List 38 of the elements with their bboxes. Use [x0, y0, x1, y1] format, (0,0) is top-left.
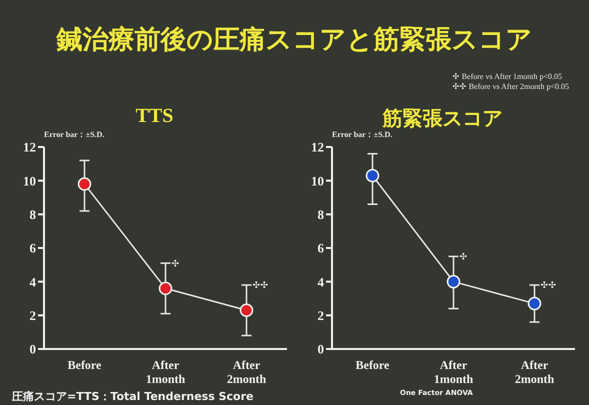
annotation: ✣	[172, 258, 180, 268]
y-tick-label: 10	[23, 173, 36, 188]
point	[528, 296, 542, 310]
text: 鍼治療前後の圧痛スコアと筋緊張スコア	[55, 24, 534, 57]
text: Error bar：±S.D.	[332, 129, 392, 140]
point	[446, 274, 460, 288]
annotation: ✣✣	[540, 280, 556, 290]
x-tick-label: After 1month	[146, 358, 186, 386]
x-tick-label: Before	[68, 358, 102, 372]
point	[158, 282, 172, 296]
y-tick-label: 8	[30, 206, 36, 222]
chart-title: TTS	[134, 105, 174, 128]
x-tick-label: After 1month	[434, 358, 474, 386]
text: ✣✣ Before vs After 2month p<0.05	[452, 82, 569, 92]
y-tick-label: 12	[23, 140, 36, 155]
annotation: ✣	[460, 252, 468, 262]
x-tick-label: After 2month	[514, 358, 554, 386]
y-tick-label: 0	[30, 342, 36, 357]
y-tick-label: 6	[318, 240, 324, 256]
y-tick-label: 10	[311, 173, 324, 188]
text: ✣ Before vs After 1month p<0.05	[452, 72, 563, 82]
y-tick-label: 2	[318, 308, 324, 323]
annotation: ✣✣	[252, 280, 268, 290]
y-tick-label: 4	[30, 274, 36, 290]
y-tick-label: 0	[318, 342, 324, 357]
y-tick-label: 8	[318, 206, 324, 222]
text: Error bar：±S.D.	[44, 129, 104, 140]
point	[366, 168, 380, 182]
y-tick-label: 6	[30, 240, 36, 256]
point	[78, 177, 92, 191]
text: 圧痛スコア=TTS：Total Tenderness Score	[12, 389, 254, 404]
y-tick-label: 4	[318, 274, 324, 290]
y-tick-label: 2	[30, 308, 36, 323]
point	[240, 304, 254, 318]
x-tick-label: Before	[356, 358, 390, 372]
chart-title: 筋緊張スコア	[382, 105, 504, 132]
y-tick-label: 12	[311, 140, 324, 155]
x-tick-label: After 2month	[226, 358, 266, 386]
